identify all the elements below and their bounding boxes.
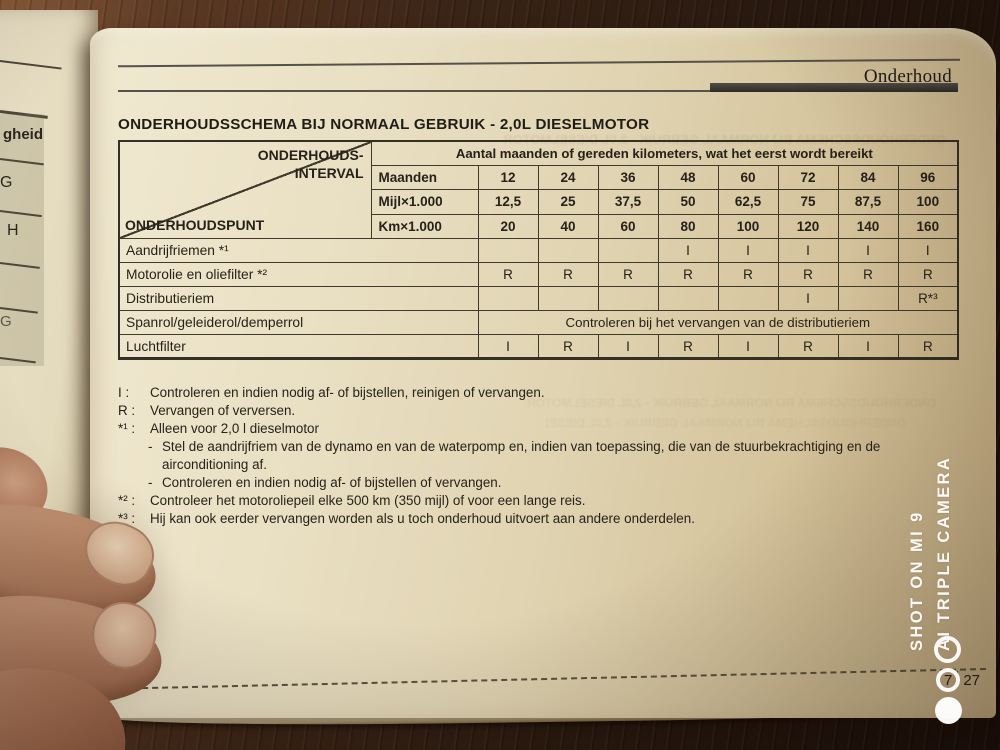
interval-label: ONDERHOUDS- INTERVAL <box>257 147 364 182</box>
table-row-km: Km×1.000 20 40 60 80 100 120 140 160 <box>119 213 959 240</box>
left-page-text-fragment: gheid <box>3 126 43 143</box>
left-page-table-shading <box>0 114 44 366</box>
legend: I : Controleren en indien nodig af- of b… <box>118 384 930 528</box>
maintenance-point-label: ONDERHOUDSPUNT <box>125 217 265 233</box>
folio-number: 27 <box>963 672 980 689</box>
legend-subitem: - Controleren en indien nodig af- of bij… <box>148 475 502 490</box>
row-label: Spanrol/geleiderol/demperrol <box>118 310 479 335</box>
table-row-tensioner: Spanrol/geleiderol/demperrol Controleren… <box>118 310 959 335</box>
row-label: Distributieriem <box>118 286 479 311</box>
corner-diagonal: ONDERHOUDS- INTERVAL ONDERHOUDSPUNT <box>120 142 370 238</box>
maintenance-schedule-table: ONDERHOUDS- INTERVAL ONDERHOUDSPUNT Aant… <box>118 140 960 360</box>
legend-item: *³ : Hij kan ook eerder vervangen worden… <box>118 511 695 526</box>
table-row-timing-belt: Distributieriem I R*³ <box>118 286 959 311</box>
legend-subitem: - Stel de aandrijfriem van de dynamo en … <box>148 439 881 472</box>
legend-item: I : Controleren en indien nodig af- of b… <box>118 385 545 400</box>
watermark-circle-filled-icon <box>935 697 962 724</box>
hand <box>0 436 190 750</box>
watermark-circle-outline-icon <box>936 668 960 692</box>
legend-item: R : Vervangen of verversen. <box>118 403 296 418</box>
row-label: Motorolie en oliefilter *² <box>118 262 479 287</box>
manual-page: ONDERHOUDSSCHEMA BIJ NORMAAL GEBRUIK - 2… <box>90 28 996 718</box>
page-title: ONDERHOUDSSCHEMA BIJ NORMAAL GEBRUIK - 2… <box>118 116 650 133</box>
unit-label: Maanden <box>370 164 479 191</box>
left-page-rule <box>0 60 62 70</box>
watermark-shot-on-text: SHOT ON MI 9 <box>908 510 926 651</box>
table-row-air-filter: Luchtfilter I R I R I R I R <box>118 334 959 359</box>
table-row-drive-belts: Aandrijfriemen *¹ I I I I I <box>118 238 959 263</box>
table-corner-cell: ONDERHOUDS- INTERVAL ONDERHOUDSPUNT <box>118 140 372 239</box>
page-top-rule <box>118 58 960 67</box>
legend-item: *¹ : Alleen voor 2,0 l dieselmotor <box>118 421 319 436</box>
left-page-text-fragment: G <box>0 313 12 330</box>
footer-dashed-rule <box>122 668 987 690</box>
legend-item: *² : Controleer het motoroliepeil elke 5… <box>118 493 586 508</box>
interval-span-header: Aantal maanden of gereden kilometers, wa… <box>370 140 959 166</box>
unit-label: Mijl×1.000 <box>370 189 479 215</box>
merged-note-cell: Controleren bij het vervangen van de dis… <box>477 310 959 335</box>
left-page-text-fragment: H <box>7 222 19 239</box>
chapter-accent-bar <box>710 83 958 92</box>
table-row-miles: Mijl×1.000 12,5 25 37,5 50 62,5 75 87,5 … <box>119 189 959 215</box>
watermark-camera-text: AI TRIPLE CAMERA <box>935 455 953 651</box>
left-page-text-fragment: G <box>0 174 13 191</box>
row-label: Luchtfilter <box>118 334 479 359</box>
chapter-name: Onderhoud <box>863 66 952 87</box>
table-row-engine-oil: Motorolie en oliefilter *² R R R R R R R… <box>118 262 959 287</box>
unit-label: Km×1.000 <box>370 213 479 240</box>
chapter-thin-rule <box>118 90 712 92</box>
watermark-circle-outline-icon <box>934 636 961 663</box>
row-label: Aandrijfriemen *¹ <box>118 238 479 263</box>
